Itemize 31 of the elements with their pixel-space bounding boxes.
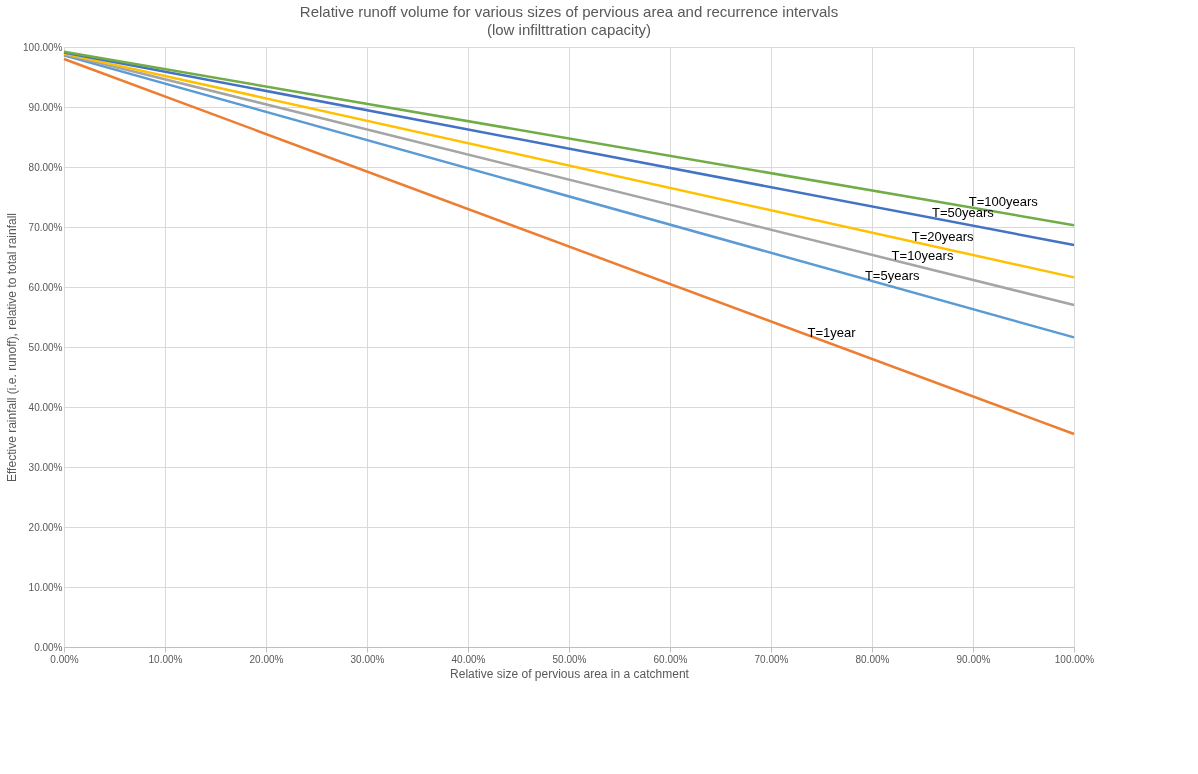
y-tick-label: 0.00% <box>34 641 63 653</box>
y-tick-label: 50.00% <box>28 341 63 353</box>
y-tick-label: 10.00% <box>28 581 63 593</box>
series-label: T=20years <box>911 229 975 245</box>
y-tick-label: 60.00% <box>28 281 63 293</box>
x-tick-label: 20.00% <box>249 653 284 665</box>
chart-subtitle: (low infilttration capacity) <box>486 21 652 38</box>
x-tick-label: 100.00% <box>1054 653 1095 665</box>
x-tick-label: 50.00% <box>552 653 587 665</box>
x-tick-label: 70.00% <box>754 653 789 665</box>
y-tick-label: 100.00% <box>23 41 63 53</box>
y-tick-label: 40.00% <box>28 401 63 413</box>
x-tick-label: 60.00% <box>653 653 688 665</box>
series-label: T=10years <box>891 248 954 264</box>
y-axis-title: Effective rainfall (i.e. runoff), relative to total rainfall <box>5 212 20 483</box>
series-label: T=5years <box>864 267 920 283</box>
y-tick-label: 90.00% <box>28 101 63 113</box>
x-tick-label: 0.00% <box>50 653 79 665</box>
series-label: T=100years <box>968 194 1039 210</box>
x-axis-title: Relative size of pervious area in a catchment <box>450 666 690 681</box>
chart-title: Relative runoff volume for various sizes of pervious area and recurrence intervals <box>299 3 839 20</box>
x-tick-label: 10.00% <box>148 653 183 665</box>
y-tick-label: 20.00% <box>28 521 63 533</box>
x-tick-label: 30.00% <box>350 653 385 665</box>
y-tick-label: 30.00% <box>28 461 63 473</box>
series-label: T=1year <box>807 325 857 340</box>
x-tick-label: 90.00% <box>956 653 991 665</box>
y-tick-label: 70.00% <box>28 221 63 233</box>
x-tick-label: 40.00% <box>451 653 486 665</box>
x-tick-label: 80.00% <box>855 653 890 665</box>
y-tick-label: 80.00% <box>28 161 63 173</box>
